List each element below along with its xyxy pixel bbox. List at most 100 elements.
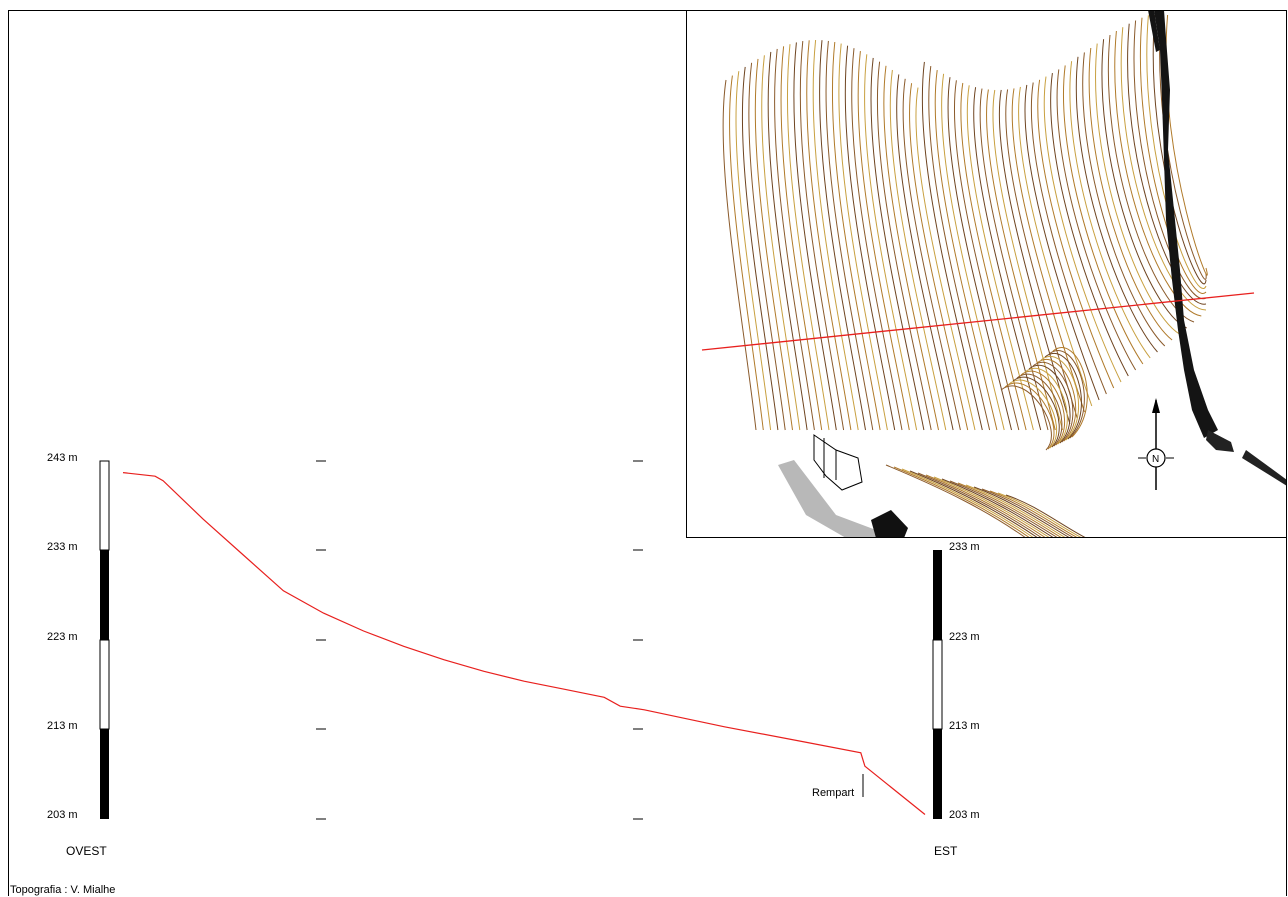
contour-line [989,490,1079,538]
contour-line [965,484,1067,538]
contour-line [949,480,1059,538]
contour-line [1004,382,1055,450]
rempart-marker: Rempart [812,774,864,799]
contour-line [1005,494,1087,538]
contour-line [1052,347,1088,438]
contour-line [925,474,1047,538]
contour-line [889,69,947,431]
terrain-profile-line [122,472,926,815]
contour-line [857,51,910,431]
contour-line [793,42,837,431]
left-label-233: 233 m [47,541,78,553]
contour-line [831,41,881,431]
right-scale-labels: 233 m 223 m 213 m 203 m [949,541,980,821]
left-label-203: 203 m [47,809,78,821]
contour-line [1159,14,1207,280]
contour-line [921,61,983,431]
contour-line [909,83,969,431]
building-outlines [813,434,863,491]
contour-line [1000,385,1052,451]
contour-line [1048,350,1085,439]
contour-line [915,87,976,431]
contour-line [885,464,1027,538]
contour-line [928,66,991,431]
contour-line [997,492,1083,538]
contour-line [844,45,896,431]
contour-line [1030,82,1107,395]
contour-line [1152,14,1207,285]
contour-line [1075,56,1158,353]
contour-line [812,39,859,431]
contour-line [1020,371,1066,446]
hatched-slope [778,460,886,538]
contour-line [876,61,932,431]
contour-line [729,75,764,431]
contour-line [774,48,815,431]
contour-line [933,476,1051,538]
contour-line [1012,376,1060,448]
contour-line [786,44,830,431]
contour-line [1114,30,1202,317]
contour-line [973,87,1042,431]
contour-line [851,48,903,431]
road-strip [1148,10,1287,486]
contour-line [1069,61,1151,359]
contour-line [1133,20,1207,300]
left-scale-labels: 243 m 233 m 223 m 213 m 203 m [47,452,78,821]
contour-line [748,62,786,431]
fortification-block [871,510,908,538]
contour-line [934,70,998,431]
contour-line [819,40,866,431]
left-scale-bar [99,460,110,819]
contour-line [1120,27,1207,311]
contour-line [973,486,1071,538]
contour-line [953,80,1020,431]
contour-line [1028,364,1071,444]
contour-line [998,89,1071,425]
contour-line [1008,379,1057,449]
contour-line [1018,86,1093,407]
contour-line [1095,43,1180,335]
west-label: OVEST [66,844,107,858]
contour-line [909,470,1039,538]
contour-line [947,77,1012,431]
right-label-233: 233 m [949,541,980,553]
contour-line [722,79,757,431]
right-label-203: 203 m [949,809,980,821]
contour-line [741,66,779,431]
contour-line [838,43,888,431]
contour-line [1088,47,1173,341]
contour-line [767,51,808,431]
contour-line [1056,69,1137,371]
contour-line [735,71,772,431]
left-label-223: 223 m [47,631,78,643]
topography-credit: Topografia : V. Mialhe [10,884,116,896]
right-scale-bar [932,550,943,819]
contour-line [902,78,961,431]
contour-line [1032,362,1074,443]
contour-line [1050,73,1129,377]
contour-line [901,468,1035,538]
contour-line [864,54,918,431]
contour-line [941,73,1005,431]
contour-line [1127,23,1207,305]
contour-line [761,55,801,431]
contour-line [957,482,1063,538]
grid-tick-marks [316,460,643,820]
contour-line [981,488,1075,538]
contour-line [754,58,793,431]
right-label-223: 223 m [949,631,980,643]
right-label-213: 213 m [949,720,980,732]
left-label-213: 213 m [47,720,78,732]
contour-line [1016,373,1063,447]
contour-line [806,40,852,431]
contour-line [1011,88,1085,413]
rempart-label: Rempart [812,787,854,799]
contour-line [1044,353,1082,440]
contour-line [917,472,1043,538]
contour-line [1024,368,1068,445]
contour-line [966,85,1034,431]
contour-line [941,478,1055,538]
